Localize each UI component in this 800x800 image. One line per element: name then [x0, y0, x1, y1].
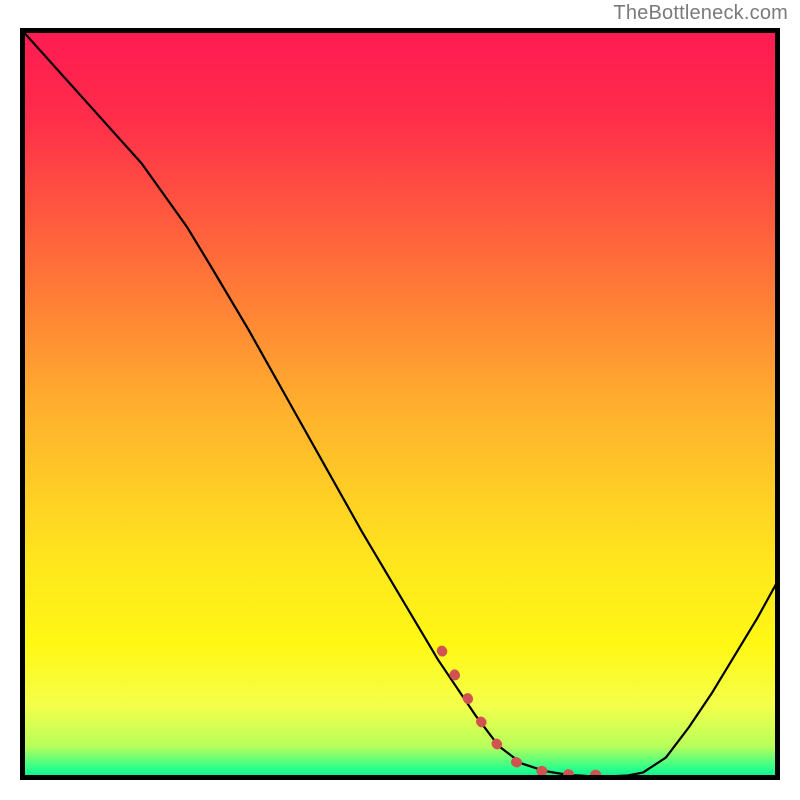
bottleneck-chart: [20, 28, 780, 780]
chart-background: [20, 28, 780, 780]
watermark-text: TheBottleneck.com: [613, 2, 788, 25]
chart-container: [20, 28, 780, 780]
